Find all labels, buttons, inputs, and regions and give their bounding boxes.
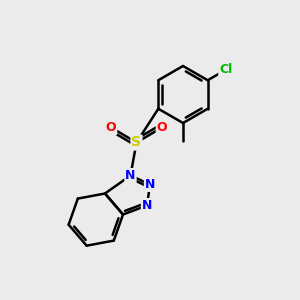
Text: O: O: [106, 121, 116, 134]
Text: O: O: [157, 121, 167, 134]
Text: N: N: [145, 178, 155, 191]
Text: Cl: Cl: [219, 63, 232, 76]
Text: S: S: [131, 136, 142, 149]
Text: N: N: [125, 169, 136, 182]
Text: N: N: [142, 199, 152, 212]
